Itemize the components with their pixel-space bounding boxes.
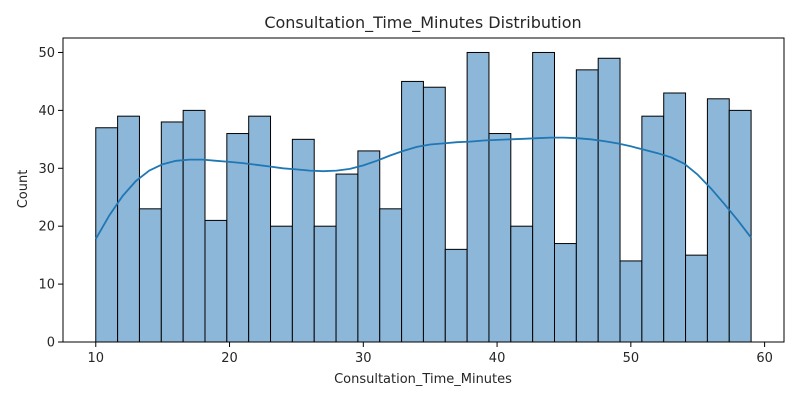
histogram-bar [357, 150, 381, 343]
axes-layer: 10 20 30 40 50 60 0 10 20 30 40 50 [38, 37, 785, 366]
y-tick-label: 20 [38, 220, 55, 235]
y-tick-label: 0 [47, 336, 55, 351]
histogram-bar [248, 115, 272, 343]
x-tick-label: 60 [756, 351, 773, 366]
histogram-bar [270, 225, 293, 343]
histogram-bar [335, 173, 359, 343]
histogram-bar [160, 121, 184, 343]
kde-layer [95, 136, 752, 240]
histogram-bar [532, 51, 555, 343]
x-tick-label: 40 [489, 351, 506, 366]
histogram-bar [182, 109, 206, 343]
histogram-bar [510, 225, 534, 343]
histogram-bar [466, 51, 490, 343]
histogram-bar [597, 57, 621, 343]
histogram-bar [488, 133, 512, 343]
histogram-bar [444, 248, 468, 343]
histogram-bar [401, 80, 424, 343]
histogram-bar [117, 115, 140, 343]
bars-layer [95, 51, 752, 343]
plot-frame [62, 37, 785, 343]
x-axis-title: Consultation_Time_Minutes [334, 372, 512, 387]
y-tick-label: 30 [38, 162, 55, 177]
histogram-bar [553, 243, 577, 343]
histogram-bar [313, 225, 337, 343]
y-tick-label: 10 [38, 278, 55, 293]
x-tick-label: 20 [221, 351, 238, 366]
kde-line [95, 136, 752, 240]
x-tick-label: 30 [355, 351, 372, 366]
y-tick-label: 40 [38, 104, 55, 119]
histogram-bar [663, 92, 687, 343]
histogram-bar [619, 260, 643, 343]
histogram-bar [422, 86, 446, 343]
x-tick-label: 50 [623, 351, 640, 366]
histogram-bar [728, 109, 752, 343]
histogram-bar [685, 254, 708, 343]
y-axis-title: Count [16, 170, 31, 209]
histogram-bar [204, 219, 228, 343]
histogram-bar [138, 208, 162, 343]
histogram-bar [379, 208, 403, 343]
histogram-bar [575, 69, 599, 343]
histogram-bar [226, 133, 250, 343]
y-tick-label: 50 [38, 46, 55, 61]
histogram-bar [706, 98, 730, 343]
x-tick-label: 10 [87, 351, 104, 366]
chart-title: Consultation_Time_Minutes Distribution [264, 13, 581, 33]
